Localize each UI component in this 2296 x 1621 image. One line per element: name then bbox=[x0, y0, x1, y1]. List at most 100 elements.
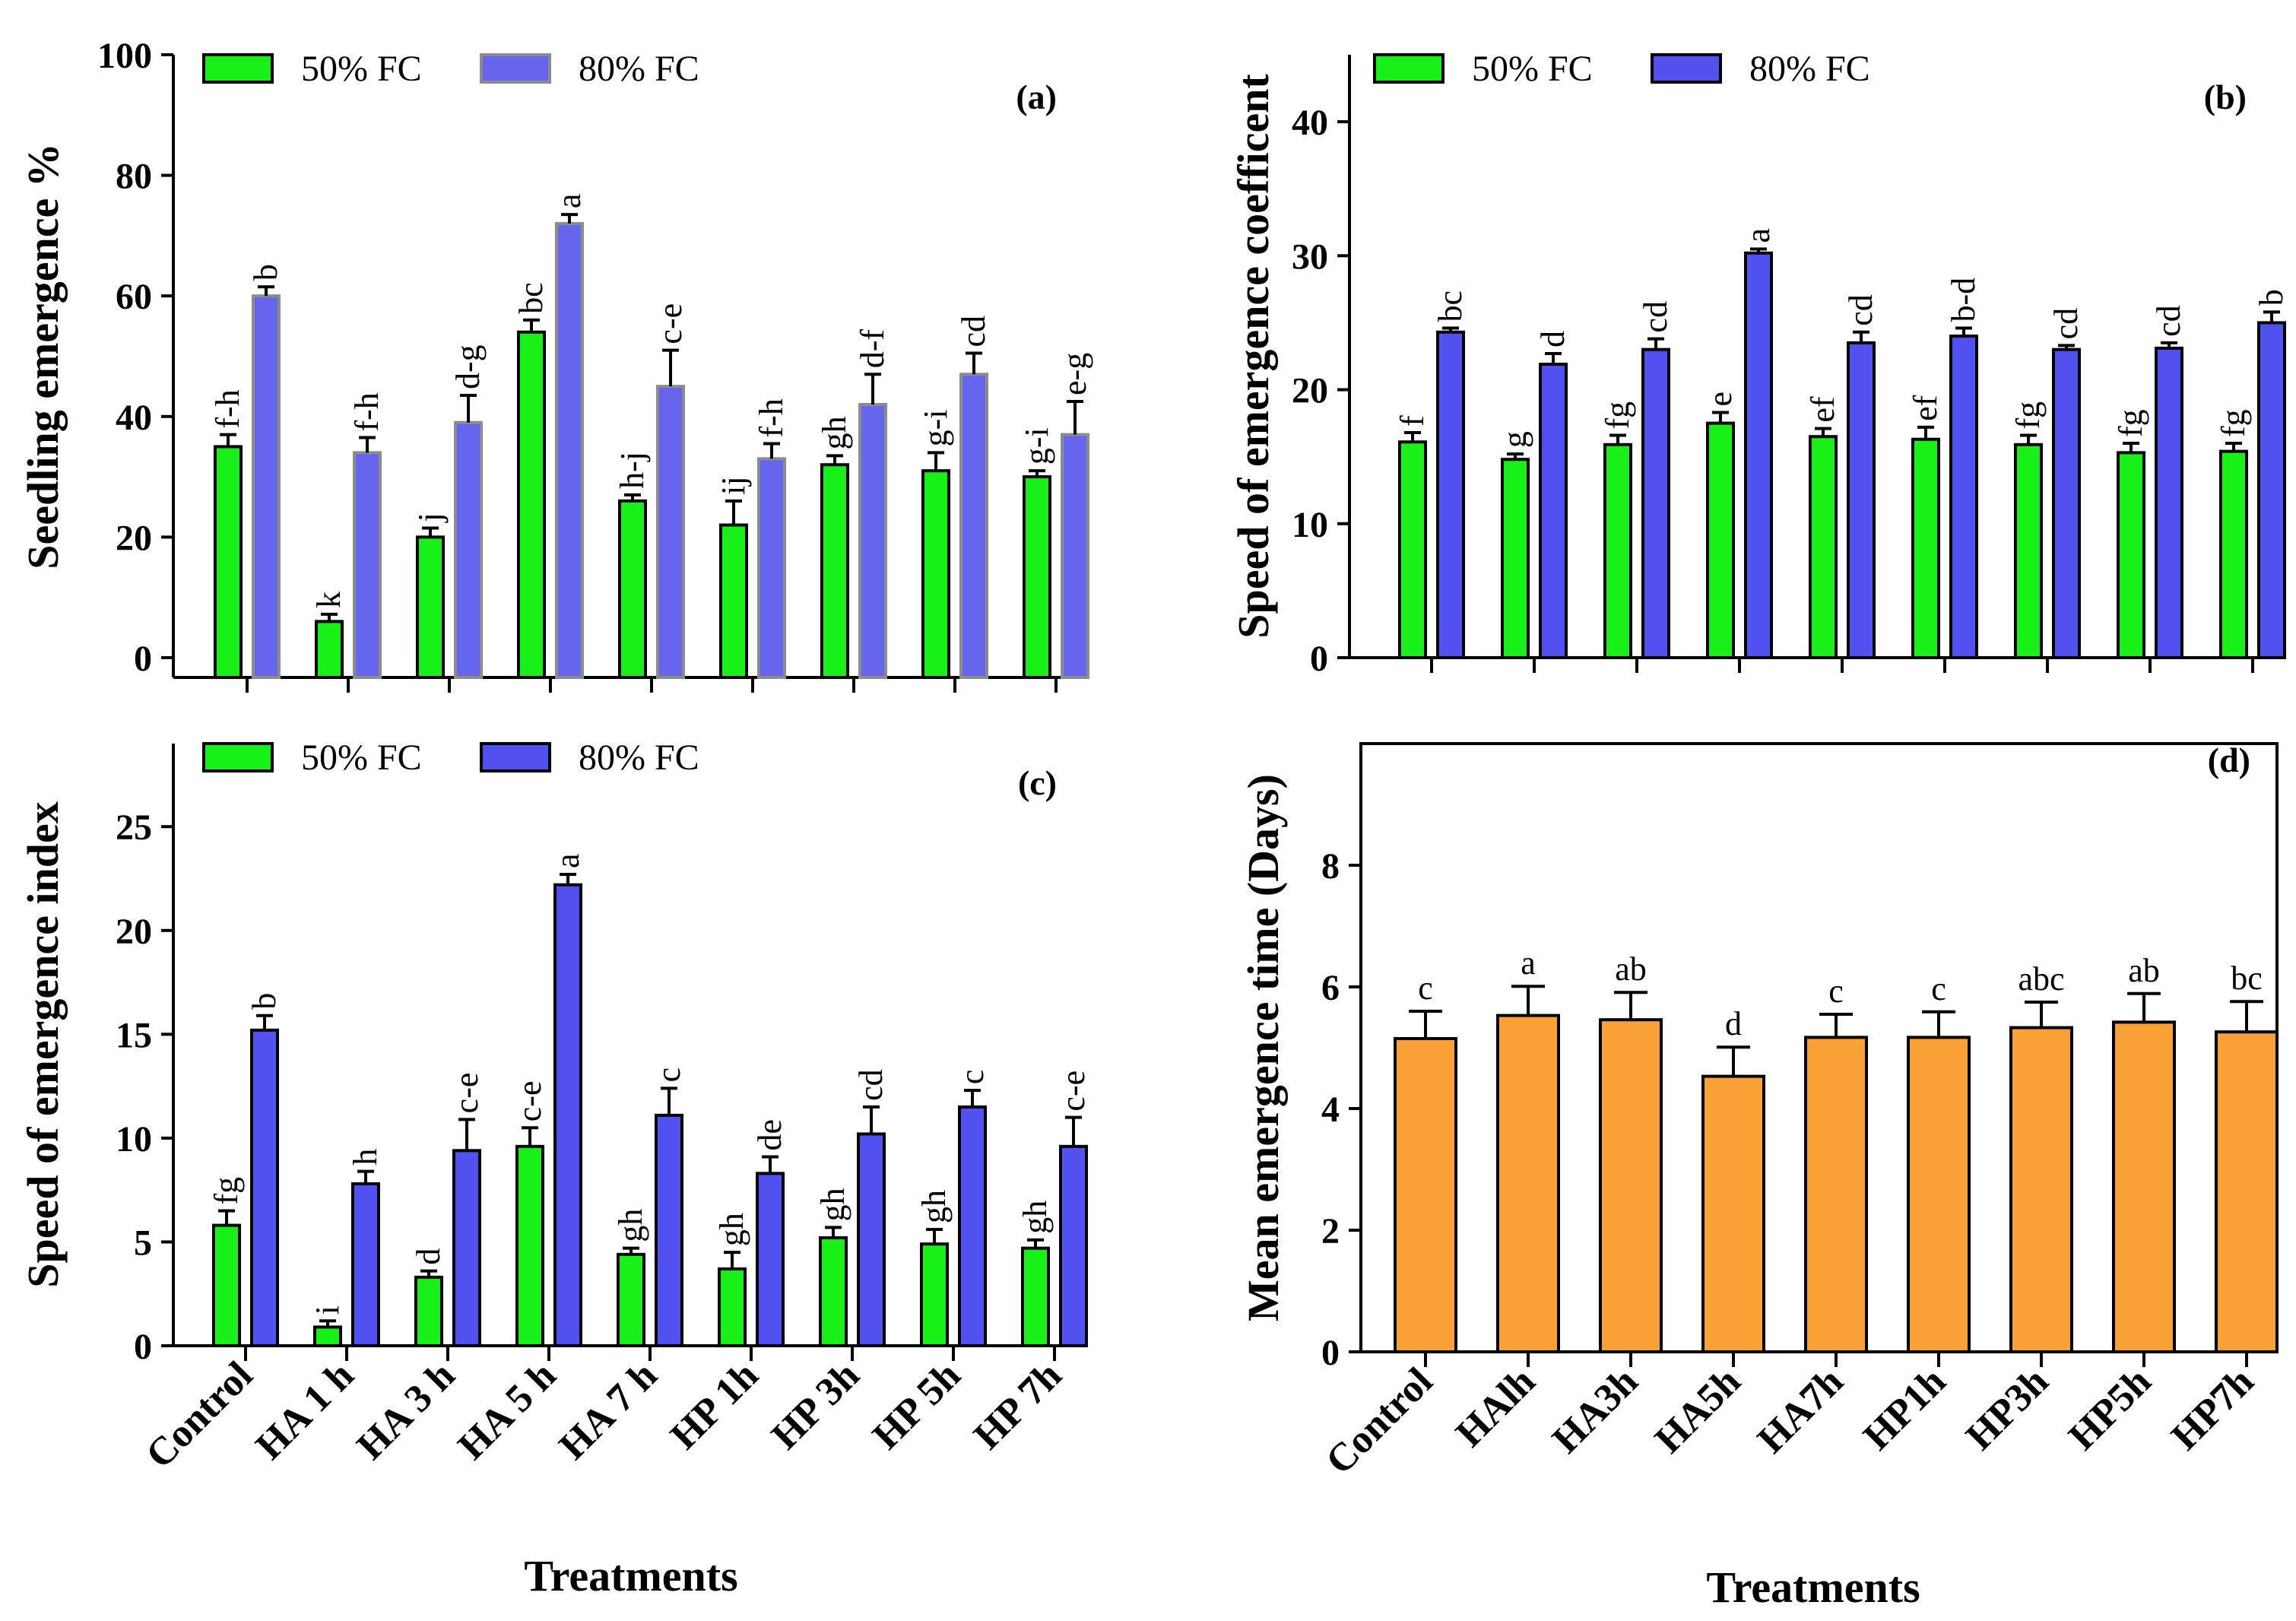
panel-tag: (b) bbox=[2204, 78, 2247, 116]
significance-letter: c-e bbox=[511, 1081, 548, 1122]
significance-letter: ef bbox=[1907, 395, 1944, 421]
significance-letter: i bbox=[309, 1305, 346, 1315]
significance-letter: bc bbox=[1432, 290, 1469, 322]
significance-letter: f-h bbox=[209, 389, 246, 428]
significance-letter: cd bbox=[955, 316, 992, 347]
significance-letter: b bbox=[246, 993, 283, 1010]
bar-50-fc-2 bbox=[1603, 443, 1632, 659]
y-tick-label: 2 bbox=[1321, 1211, 1340, 1251]
legend-label: 50% FC bbox=[301, 49, 422, 89]
legend-label: 80% FC bbox=[579, 49, 699, 89]
significance-letter: c bbox=[650, 1067, 687, 1083]
bar-50-fc-5 bbox=[719, 523, 748, 679]
y-tick-label: 6 bbox=[1321, 968, 1340, 1008]
bar-50-fc-4 bbox=[618, 499, 647, 679]
y-tick-label: 60 bbox=[116, 277, 152, 317]
bar-50-fc-5 bbox=[1911, 437, 1940, 659]
bar-80-fc-4 bbox=[656, 385, 685, 679]
category-label: HP5h bbox=[2060, 1359, 2159, 1458]
category-label: HA 7 h bbox=[551, 1353, 666, 1468]
category-label: HP 5h bbox=[864, 1353, 969, 1458]
significance-letter: c-e bbox=[652, 303, 689, 344]
significance-letter: a bbox=[1739, 228, 1777, 243]
significance-letter: g bbox=[1496, 431, 1533, 448]
bar-50-fc-3 bbox=[515, 1144, 544, 1347]
significance-letter: a bbox=[550, 194, 588, 209]
bar-mean-emergence-time-2 bbox=[1599, 1018, 1663, 1353]
significance-letter: b bbox=[2253, 289, 2290, 306]
bar-50-fc-2 bbox=[414, 1275, 443, 1347]
bar-50-fc-3 bbox=[517, 330, 546, 679]
category-label: HP1h bbox=[1855, 1359, 1954, 1458]
y-tick-label: 0 bbox=[1310, 639, 1328, 679]
y-tick-label: 30 bbox=[1292, 236, 1328, 277]
significance-letter: d-g bbox=[449, 344, 487, 389]
bar-80-fc-4 bbox=[1847, 341, 1876, 659]
legend-swatch bbox=[480, 742, 551, 772]
y-tick-label: 80 bbox=[116, 157, 152, 197]
bar-50-fc-0 bbox=[214, 445, 243, 679]
bar-80-fc-5 bbox=[1949, 335, 1978, 659]
bar-mean-emergence-time-6 bbox=[2009, 1026, 2073, 1353]
significance-letter: c bbox=[1828, 972, 1844, 1010]
legend-swatch bbox=[480, 53, 551, 84]
category-label: HP7h bbox=[2163, 1359, 2262, 1458]
bar-80-fc-4 bbox=[655, 1113, 683, 1348]
category-label: HP 7h bbox=[966, 1353, 1070, 1458]
significance-letter: d bbox=[1534, 331, 1571, 347]
significance-letter: cd bbox=[2150, 305, 2187, 337]
significance-letter: gh bbox=[1016, 1201, 1054, 1234]
y-tick-label: 40 bbox=[1292, 103, 1328, 143]
panel-tag: (d) bbox=[2208, 741, 2250, 779]
bar-80-fc-6 bbox=[2052, 347, 2081, 659]
category-label: Control bbox=[1318, 1359, 1441, 1483]
bar-80-fc-7 bbox=[2155, 346, 2183, 659]
significance-letter: g-i bbox=[917, 409, 954, 446]
significance-letter: ab bbox=[1615, 950, 1647, 988]
bar-80-fc-3 bbox=[555, 222, 584, 680]
bar-80-fc-5 bbox=[757, 457, 786, 679]
significance-letter: d bbox=[410, 1248, 447, 1265]
y-tick-label: 5 bbox=[134, 1223, 152, 1263]
significance-letter: cd bbox=[1637, 301, 1674, 333]
bar-50-fc-4 bbox=[617, 1252, 645, 1347]
y-axis-title: Seedling emergence % bbox=[18, 143, 68, 569]
significance-letter: cd bbox=[2047, 308, 2085, 340]
bar-50-fc-7 bbox=[921, 469, 950, 679]
significance-letter: a bbox=[1521, 944, 1536, 982]
bar-50-fc-4 bbox=[1809, 435, 1838, 659]
bar-50-fc-8 bbox=[1023, 475, 1051, 679]
bar-80-fc-8 bbox=[2257, 321, 2286, 659]
panel-a-seedling-emergence: 0 20 40 60 80 100 Seedling emergence % (a) f-h b k… bbox=[18, 36, 1093, 693]
significance-letter: gh bbox=[814, 1188, 851, 1221]
bar-80-fc-3 bbox=[553, 883, 582, 1347]
bar-80-fc-2 bbox=[1641, 347, 1670, 659]
panel-tag: (c) bbox=[1018, 763, 1057, 802]
significance-letter: ab bbox=[2128, 952, 2160, 989]
legend-label: 50% FC bbox=[1472, 49, 1593, 89]
bar-80-fc-1 bbox=[1539, 363, 1568, 659]
significance-letter: fg bbox=[2112, 409, 2149, 437]
panel-c-speed-index: 0 5 10 15 20 25 Speed of emergence index (c) fg b… bbox=[18, 738, 1092, 1477]
category-label: HA 3 h bbox=[349, 1353, 464, 1468]
significance-letter: c bbox=[1418, 969, 1433, 1007]
bar-mean-emergence-time-7 bbox=[2112, 1020, 2176, 1354]
y-axis-title: Mean emergence time (Days) bbox=[1238, 774, 1288, 1321]
bar-50-fc-1 bbox=[315, 620, 344, 679]
y-axis-title: Speed of emergence index bbox=[18, 801, 68, 1287]
bar-50-fc-0 bbox=[1398, 440, 1427, 659]
bar-50-fc-6 bbox=[2014, 443, 2043, 659]
significance-letter: de bbox=[751, 1119, 788, 1151]
y-tick-label: 100 bbox=[97, 36, 152, 76]
significance-letter: fg bbox=[2009, 401, 2047, 430]
significance-letter: f-h bbox=[753, 398, 790, 437]
panel-b-speed-coefficient: 0 10 20 30 40 Speed of emergence coefficent (b… bbox=[1229, 49, 2290, 679]
significance-letter: b bbox=[247, 264, 284, 281]
bar-50-fc-3 bbox=[1706, 421, 1735, 659]
category-label: HP 3h bbox=[763, 1353, 867, 1458]
bar-mean-emergence-time-0 bbox=[1394, 1037, 1457, 1353]
legend: 50% FC 80% FC bbox=[202, 49, 699, 89]
bar-80-fc-7 bbox=[958, 1105, 987, 1347]
legend-swatch bbox=[202, 742, 274, 772]
bar-50-fc-6 bbox=[820, 463, 849, 679]
